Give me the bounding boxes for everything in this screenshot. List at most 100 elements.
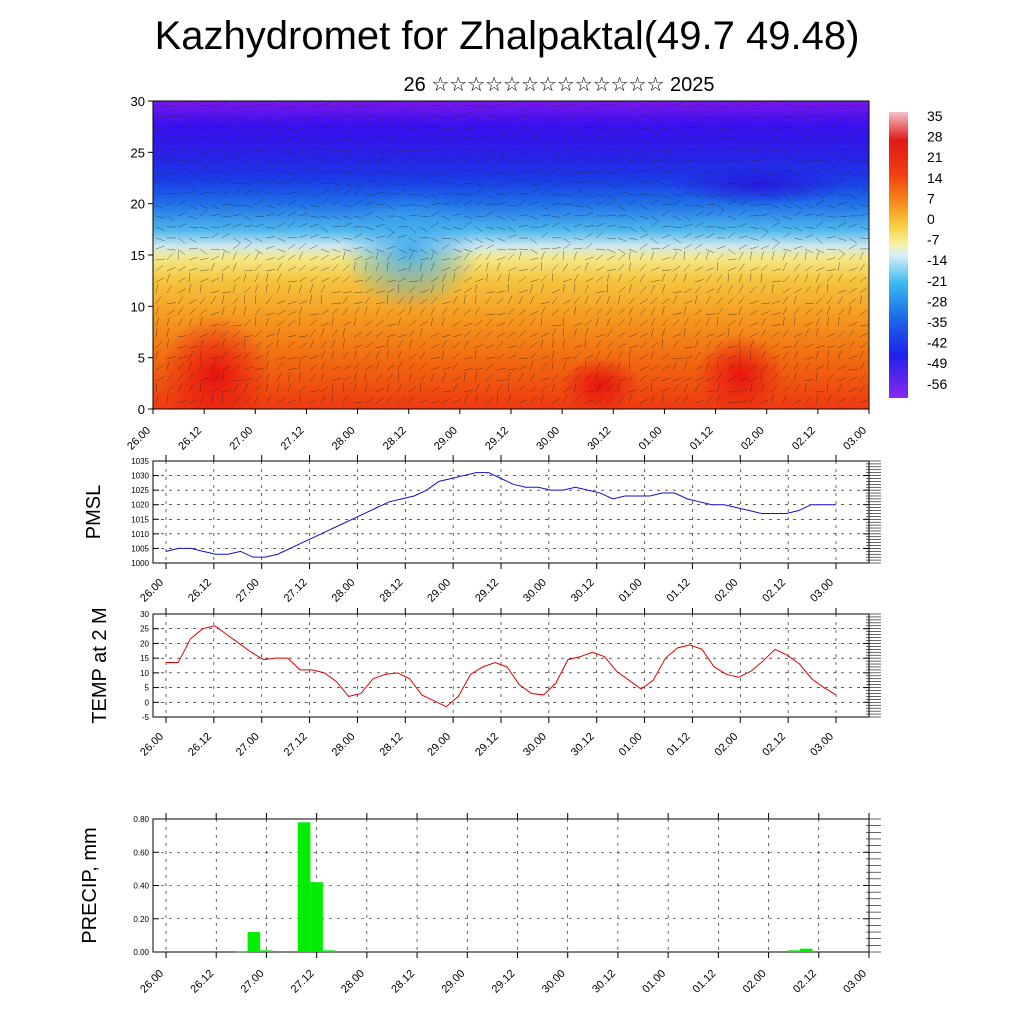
wind-barb <box>871 374 877 381</box>
y-tick-label: 0 <box>138 402 145 417</box>
wind-barb <box>188 299 197 305</box>
wind-barb <box>859 188 868 195</box>
wind-barb <box>452 157 462 162</box>
wind-barb <box>672 384 679 393</box>
wind-barb <box>199 226 209 230</box>
wind-barb <box>804 114 814 118</box>
wind-barb <box>232 364 241 371</box>
wind-barb <box>760 340 767 349</box>
wind-barb <box>199 269 209 272</box>
wind-barb <box>419 383 422 393</box>
wind-barb <box>386 245 396 250</box>
wind-barb <box>243 269 253 272</box>
wind-barb <box>793 237 803 241</box>
wind-barb <box>738 400 748 404</box>
y-tick-label: 0 <box>145 698 150 707</box>
wind-barb <box>199 236 209 239</box>
wind-barb <box>155 284 159 294</box>
wind-barb <box>430 126 440 129</box>
wind-barb <box>738 263 745 272</box>
wind-barb <box>309 276 318 283</box>
wind-barb <box>364 248 373 254</box>
wind-barb <box>650 215 659 222</box>
wind-barb <box>408 280 418 283</box>
wind-barb <box>771 137 781 140</box>
wind-barb <box>419 204 429 209</box>
wind-barb <box>771 312 781 316</box>
wind-barb <box>177 345 187 349</box>
wind-barb <box>540 377 550 382</box>
y-tick-label: 5 <box>138 351 145 366</box>
wind-barb <box>716 317 718 327</box>
wind-barb <box>375 191 385 195</box>
wind-barb <box>540 284 544 294</box>
wind-barb <box>738 339 741 349</box>
wind-barb <box>639 375 648 382</box>
wind-barb <box>584 355 594 360</box>
wind-barb <box>397 317 402 327</box>
wind-barb <box>221 101 230 107</box>
wind-barbs <box>155 101 877 404</box>
wind-barb <box>463 215 473 219</box>
wind-barb <box>859 276 868 283</box>
wind-barb <box>309 355 319 360</box>
wind-barb <box>529 188 538 195</box>
wind-barb <box>639 215 649 220</box>
wind-barb <box>694 122 703 129</box>
wind-barb <box>661 210 670 217</box>
wind-barb <box>584 307 591 316</box>
wind-barb <box>441 284 444 294</box>
wind-barb <box>419 193 429 199</box>
wind-barb <box>177 101 186 107</box>
wind-barb <box>177 126 187 129</box>
wind-barb <box>452 321 461 327</box>
wind-barb <box>320 102 330 107</box>
wind-barb <box>375 170 385 173</box>
wind-barb <box>155 127 165 130</box>
wind-barb <box>859 399 869 404</box>
wind-barb <box>309 193 319 197</box>
wind-barb <box>166 394 169 404</box>
x-tick-label: 27.12 <box>289 968 317 996</box>
wind-barb <box>276 200 286 206</box>
wind-barb <box>221 291 231 294</box>
wind-barb <box>837 308 845 316</box>
wind-barb <box>738 102 748 107</box>
wind-barb <box>683 306 687 316</box>
wind-barb <box>738 388 748 393</box>
wind-barb <box>210 344 220 349</box>
wind-barb <box>793 362 799 371</box>
wind-barb <box>837 350 842 360</box>
wind-barb <box>848 276 857 283</box>
x-tick-label: 26.12 <box>186 731 214 759</box>
wind-barb <box>540 102 550 107</box>
wind-barb <box>188 350 194 360</box>
wind-barb <box>485 397 494 404</box>
x-tick-label: 30.00 <box>540 968 568 996</box>
wind-barb <box>463 394 469 404</box>
wind-barb <box>606 295 611 305</box>
wind-barb <box>441 273 447 283</box>
wind-barb <box>375 302 385 305</box>
wind-barb <box>815 213 825 217</box>
wind-barb <box>639 386 648 393</box>
wind-barb <box>287 335 297 338</box>
wind-barb <box>364 159 374 162</box>
wind-barb <box>309 319 317 327</box>
wind-barb <box>155 258 165 261</box>
wind-barb <box>672 273 678 283</box>
wind-barb <box>276 105 286 110</box>
wind-barb <box>617 134 626 140</box>
wind-barb <box>826 257 836 261</box>
wind-barb <box>232 324 242 327</box>
wind-barb <box>551 127 561 129</box>
wind-barb <box>254 223 264 228</box>
wind-barb <box>276 284 281 294</box>
wind-barb <box>694 145 704 151</box>
wind-barb <box>188 189 198 195</box>
wind-barb <box>287 341 295 349</box>
wind-barb <box>782 346 792 349</box>
wind-barb <box>749 226 759 230</box>
wind-barb <box>298 149 308 152</box>
wind-barb <box>771 160 781 165</box>
